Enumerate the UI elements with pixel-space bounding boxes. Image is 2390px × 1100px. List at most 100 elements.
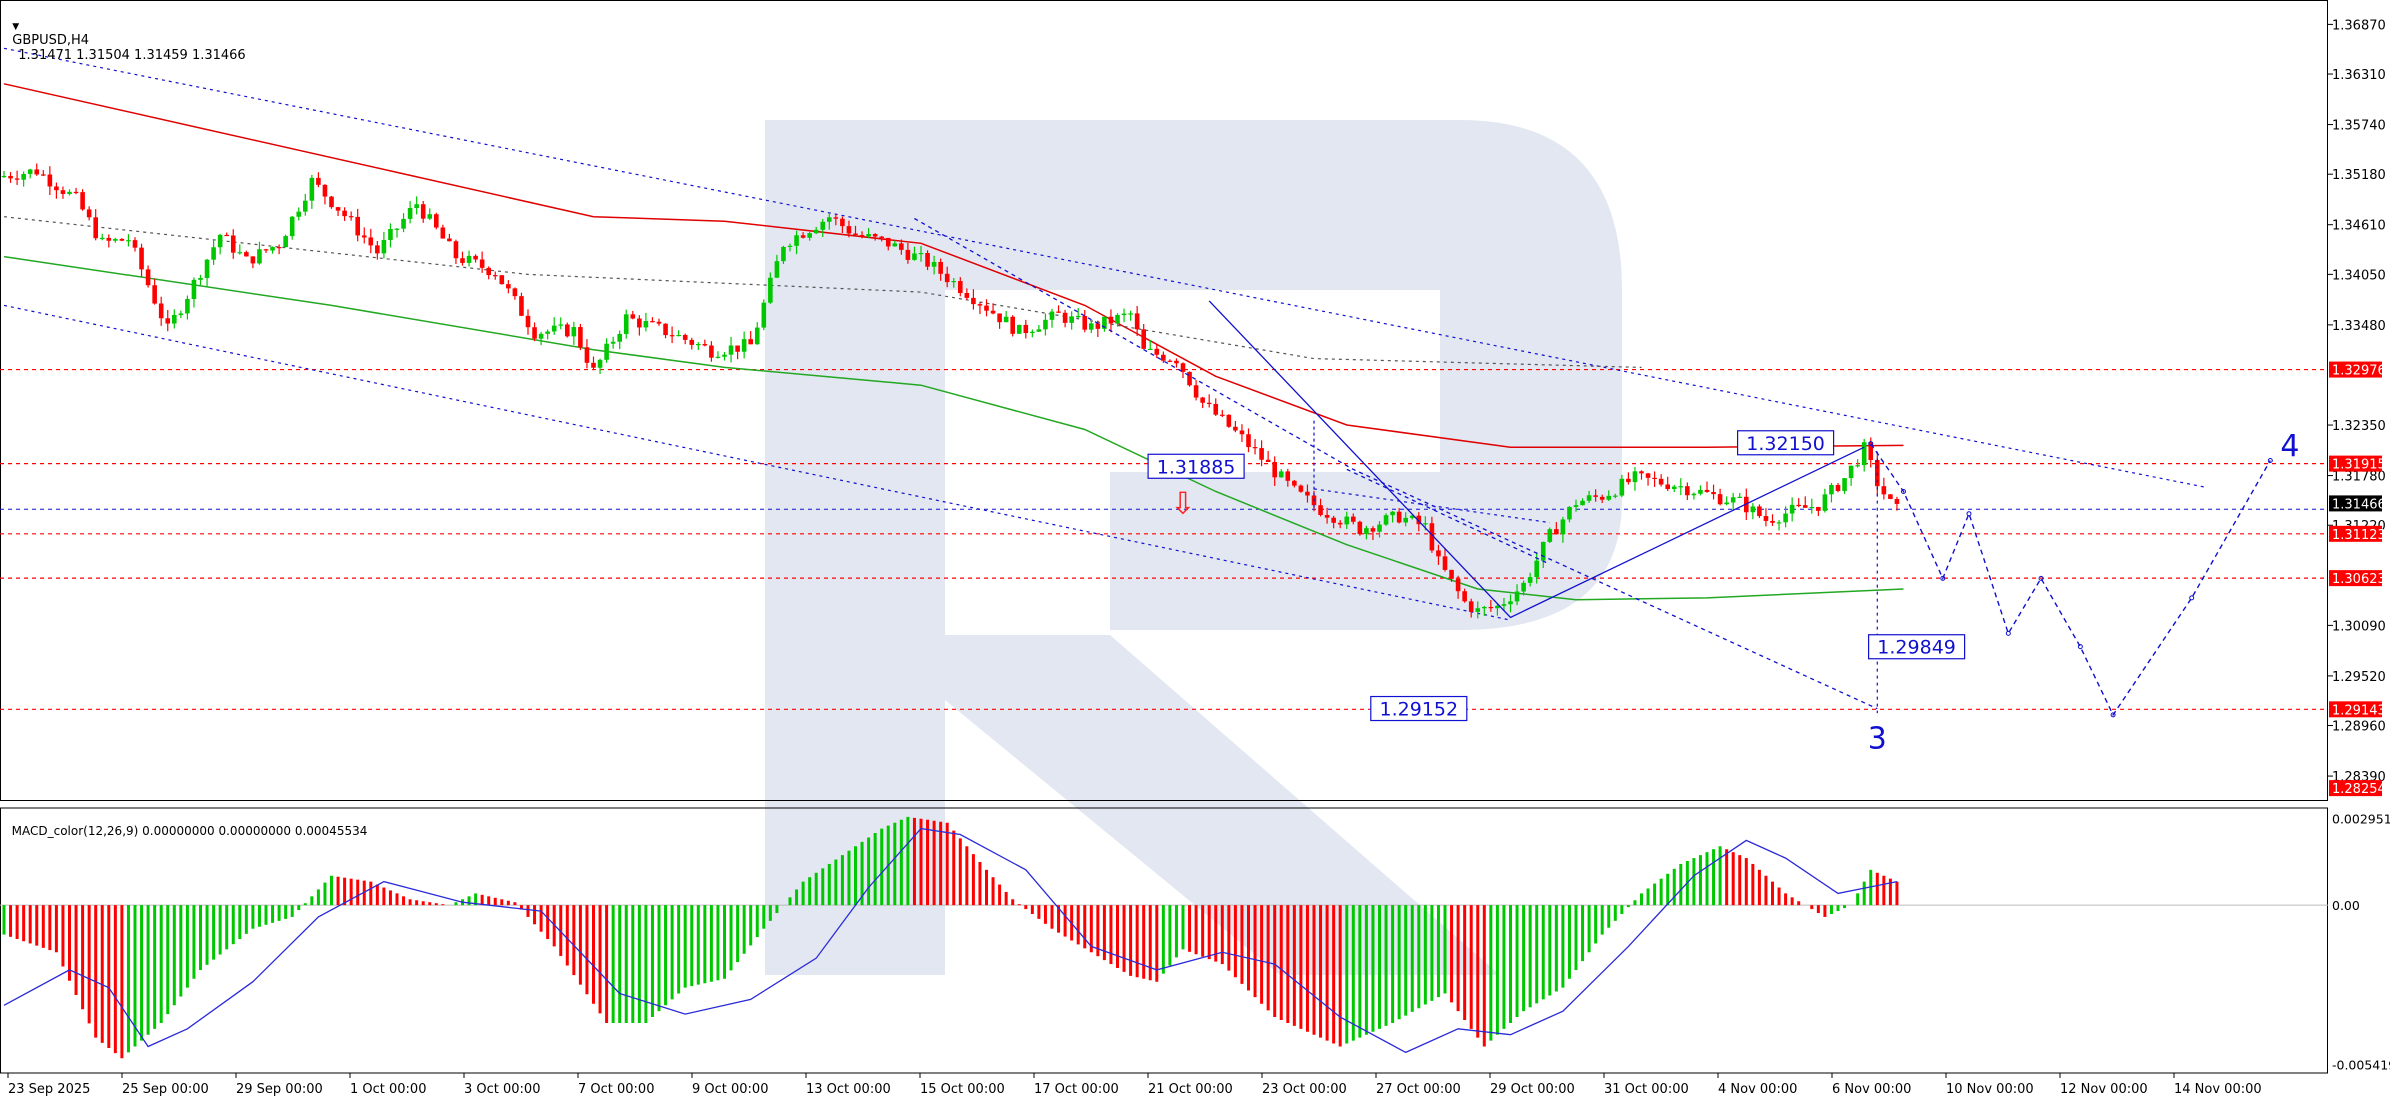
candle-body — [1030, 331, 1035, 334]
candle-body — [1796, 504, 1801, 507]
candle-body — [866, 234, 871, 237]
candle-body — [427, 214, 433, 219]
time-tick-label: 4 Nov 00:00 — [1718, 1082, 1797, 1097]
candle-body — [486, 267, 491, 276]
candle-body — [434, 214, 439, 228]
candle-body — [1822, 494, 1828, 511]
candle-body — [368, 237, 374, 246]
macd-label: MACD_color(12,26,9) 0.00000000 0.0000000… — [11, 824, 368, 838]
candle-body — [623, 314, 629, 334]
candle-body — [1468, 601, 1474, 612]
candle-body — [1534, 560, 1539, 578]
price-label-box — [1867, 634, 1966, 660]
candle-body — [388, 228, 393, 240]
candle-body — [1292, 480, 1297, 486]
candle-body — [1671, 486, 1677, 490]
candle-body — [853, 233, 858, 236]
candle-body — [558, 324, 564, 326]
candle-body — [34, 169, 40, 175]
candle-body — [335, 207, 341, 211]
candle-body — [846, 226, 852, 234]
candle-body — [132, 240, 138, 248]
candle-body — [1540, 541, 1546, 561]
candle-body — [584, 347, 590, 363]
candle-body — [1134, 313, 1140, 330]
candle-body — [401, 218, 406, 229]
candle-body — [1075, 315, 1081, 318]
candle-body — [885, 237, 891, 247]
macd-tick-label: 0.0029514 — [2332, 811, 2390, 826]
candle-body — [1337, 522, 1343, 525]
candle-body — [1403, 517, 1408, 523]
candle-body — [217, 234, 223, 248]
wave-line — [914, 217, 1878, 710]
candle-body — [1272, 462, 1277, 478]
candle-body — [1246, 434, 1251, 448]
price-tag — [2329, 570, 2382, 587]
candle-body — [761, 302, 767, 328]
candle-body — [1318, 505, 1323, 515]
candle-body — [728, 345, 734, 355]
macd-panel — [2, 816, 1899, 1059]
candle-body — [1331, 517, 1336, 523]
candle-body — [1396, 511, 1402, 523]
candle-body — [1128, 313, 1133, 315]
macd-panel-border — [0, 807, 2328, 1074]
candle-body — [1848, 465, 1854, 479]
candle-body — [774, 261, 780, 278]
time-tick-label: 10 Nov 00:00 — [1946, 1082, 2034, 1097]
candle-body — [479, 259, 485, 268]
ohlc-values: 1.31471 1.31504 1.31459 1.31466 — [18, 48, 246, 63]
candle-body — [172, 314, 177, 324]
candle-body — [1475, 608, 1481, 612]
candle-body — [211, 247, 216, 260]
channel-line — [3, 47, 2205, 488]
candle-body — [289, 216, 295, 237]
candle-body — [958, 281, 963, 294]
candle-body — [1678, 486, 1684, 488]
candle-body — [1462, 591, 1467, 602]
candle-body — [1842, 478, 1847, 491]
candle-body — [643, 321, 649, 328]
candle-body — [27, 169, 33, 174]
wave-number-label: 3 — [1868, 722, 1887, 757]
candle-body — [1691, 493, 1697, 496]
candle-body — [1049, 311, 1055, 320]
candle-body — [1016, 324, 1022, 334]
candle-body — [597, 359, 603, 368]
candle-body — [899, 243, 904, 250]
candle-body — [1154, 348, 1160, 355]
candle-body — [283, 236, 288, 248]
macd-signal-line — [3, 827, 1898, 1054]
candle-body — [139, 247, 144, 270]
candle-body — [1567, 506, 1572, 520]
time-tick-label: 27 Oct 00:00 — [1376, 1082, 1461, 1097]
candle-body — [420, 204, 426, 219]
price-tag — [2329, 455, 2382, 472]
collapse-arrow-icon[interactable]: ▼ — [12, 22, 20, 32]
price-tick-label: 1.30090 — [2332, 619, 2386, 634]
candle-body — [1829, 484, 1834, 495]
candle-body — [1632, 471, 1638, 483]
candle-body — [1894, 498, 1900, 504]
candle-body — [407, 208, 413, 219]
time-tick-label: 13 Oct 00:00 — [806, 1082, 891, 1097]
candle-body — [1023, 324, 1029, 334]
candle-body — [257, 249, 262, 264]
candle-body — [879, 236, 884, 238]
candle-body — [1409, 515, 1415, 518]
candle-body — [1377, 524, 1382, 532]
time-tick-label: 12 Nov 00:00 — [2060, 1082, 2148, 1097]
price-tick-label: 1.36310 — [2332, 68, 2386, 83]
candle-body — [630, 314, 636, 319]
candle-body — [1757, 506, 1762, 517]
forecast-path — [1868, 441, 2273, 718]
candle-body — [1770, 520, 1775, 523]
forecast-point — [1868, 441, 1874, 447]
candle-body — [270, 247, 275, 251]
candle-body — [1436, 550, 1441, 557]
candle-body — [1174, 360, 1179, 364]
candle-body — [21, 173, 26, 180]
candle-body — [1495, 605, 1500, 609]
